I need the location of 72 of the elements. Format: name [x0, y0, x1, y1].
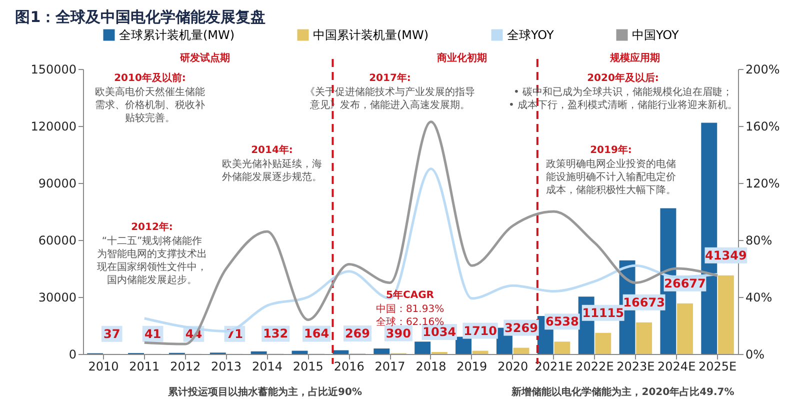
annotation: 2012年: “十二五”规划将储能作为智能电网的支撑技术出现在国家纲领性文件中，国内储能发展起步。 — [97, 221, 207, 286]
bar — [414, 342, 431, 354]
annotation: 2017年: 《关于促进储能技术与产业发展的指导意见》发布，储能进入高速发展期。 — [305, 72, 475, 111]
y-tick-label: 0 — [68, 348, 76, 362]
x-tick-label: 2019 — [456, 360, 488, 374]
data-label: 390 — [386, 326, 411, 340]
data-label: 132 — [263, 326, 288, 341]
y-tick-label: 90000 — [38, 176, 76, 190]
legend-label: 中国累计装机量(MW) — [313, 28, 429, 42]
bar — [472, 350, 488, 354]
y-tick-label: 60000 — [38, 234, 76, 248]
y2-tick-label: 200% — [746, 62, 780, 76]
data-label: 26677 — [664, 276, 706, 290]
data-label: 11115 — [582, 306, 624, 320]
x-tick-label: 2017 — [374, 360, 406, 374]
data-label: 37 — [104, 326, 120, 341]
data-label: 269 — [344, 326, 370, 340]
data-label: 1710 — [464, 324, 498, 338]
bar — [677, 303, 693, 354]
bar — [595, 332, 612, 354]
data-label: 41 — [144, 326, 162, 341]
data-label: 3269 — [504, 320, 538, 335]
x-tick-label: 2021E — [534, 360, 573, 374]
bar — [636, 322, 652, 354]
x-tick-label: 2011 — [129, 360, 160, 374]
legend-label: 中国YOY — [632, 28, 680, 42]
annotation: 2020年及以后: • 碳中和已成为全球共识，储能规模化迫在眉睫； • 成本下行，盈利模式清晰，储能行业将迎来新机。 — [508, 72, 738, 111]
text: 累计投运项目以抽水蓄能为主，占比近90% — [167, 386, 362, 398]
text: 规模应用期 — [609, 52, 660, 64]
x-tick-label: 2016 — [334, 360, 364, 374]
bar — [718, 275, 734, 354]
x-tick-label: 2020 — [498, 360, 528, 374]
annotation: 2014年: 欧美光储补贴延续，海外储能发展逐步规范。 — [222, 144, 322, 183]
y-tick-label: 30000 — [38, 290, 76, 304]
text: 新增储能以电化学储能为主，2020年占比49.7% — [510, 386, 734, 398]
y2-tick-label: 0% — [746, 348, 765, 362]
x-tick-label: 2023E — [616, 360, 655, 374]
text: 研发试点期 — [179, 52, 230, 64]
annotation: 5年CAGR 中国：81.93% 全球：62.16% — [376, 289, 444, 328]
x-tick-label: 2010 — [88, 360, 119, 374]
y2-tick-label: 120% — [746, 176, 780, 190]
bar — [513, 348, 530, 354]
bar — [250, 351, 267, 354]
x-tick-label: 2013 — [211, 360, 242, 374]
y-tick-label: 150000 — [30, 62, 76, 76]
x-tick-label: 2018 — [416, 360, 446, 374]
bar — [292, 350, 308, 354]
bar — [332, 350, 349, 354]
x-tick-label: 2022E — [576, 360, 614, 374]
bar — [374, 348, 390, 354]
bar — [456, 336, 472, 354]
data-label: 1034 — [422, 325, 456, 340]
legend-label: 全球累计装机量(MW) — [119, 28, 235, 42]
data-label: 41349 — [705, 248, 747, 262]
data-label: 16673 — [623, 295, 665, 310]
x-tick-label: 2014 — [252, 360, 282, 374]
legend-label: 全球YOY — [507, 28, 554, 42]
data-label: 6538 — [545, 314, 579, 329]
y2-tick-label: 160% — [746, 120, 780, 134]
y2-tick-label: 40% — [746, 290, 772, 304]
text: 商业化初期 — [436, 52, 487, 64]
x-tick-label: 2012 — [170, 360, 201, 374]
annotation: 2019年: 政策明确电网企业投资的电储能设施明确不计入输配电定价成本，储能积极性大幅下降。 — [546, 144, 676, 196]
x-tick-label: 2015 — [292, 360, 324, 374]
x-tick-label: 2025E — [698, 360, 737, 374]
chart-title: 图1：全球及中国电化学储能发展复盘 — [15, 8, 266, 26]
bar — [554, 342, 570, 354]
y2-tick-label: 80% — [746, 234, 772, 248]
annotation: 2010年及以前: 欧美高电价天然催生储能需求、价格机制、税收补贴较完善。 — [95, 72, 205, 124]
x-tick-label: 2024E — [658, 360, 696, 374]
data-label: 164 — [304, 326, 330, 341]
y-tick-label: 120000 — [30, 120, 76, 134]
